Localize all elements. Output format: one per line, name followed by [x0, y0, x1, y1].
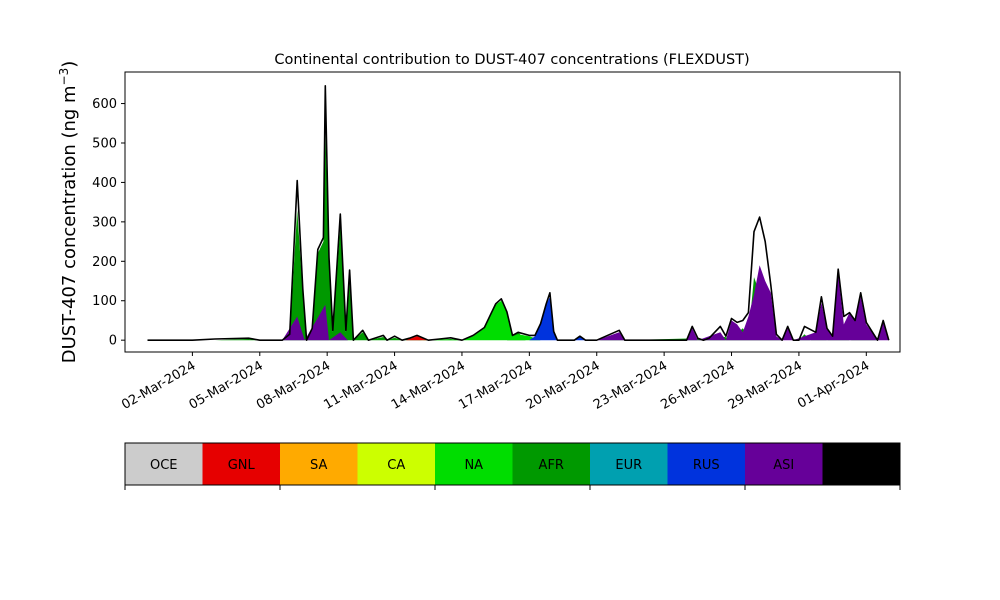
total-concentration-line	[147, 85, 890, 341]
legend-label-na: NA	[464, 458, 483, 473]
plot-area	[124, 71, 901, 353]
x-tick-label: 17-Mar-2024	[456, 358, 535, 412]
x-tick-label: 05-Mar-2024	[187, 358, 266, 412]
legend-label-eur: EUR	[615, 458, 642, 473]
legend-swatch-sa	[280, 443, 358, 485]
y-axis-label-exponent: −3	[57, 68, 71, 86]
x-tick-label: 14-Mar-2024	[389, 358, 468, 412]
legend-label-sa: SA	[310, 458, 327, 473]
area-series-rus	[529, 296, 586, 341]
y-tick-label: 0	[109, 334, 117, 349]
legend-label-aus: AUS	[848, 458, 875, 473]
x-tick-label: 02-Mar-2024	[119, 358, 198, 412]
legend-swatch-eur	[590, 443, 668, 485]
legend-label-ca: CA	[387, 458, 405, 473]
legend-label-afr: AFR	[539, 458, 564, 473]
colorbar-frame	[124, 442, 901, 486]
y-tick-label: 200	[92, 255, 117, 270]
area-series-na	[417, 300, 541, 341]
legend-swatch-ca	[357, 443, 436, 485]
y-tick-label: 500	[92, 136, 117, 151]
x-tick-label: 01-Apr-2024	[795, 358, 872, 411]
x-tick-label: 11-Mar-2024	[321, 358, 400, 412]
legend-label-asi: ASI	[773, 458, 794, 473]
area-series-gnl	[405, 336, 429, 341]
y-axis-label: DUST-407 concentration (ng m−3)	[57, 61, 80, 364]
legend-swatch-afr	[512, 443, 591, 485]
y-tick-label: 400	[92, 176, 117, 191]
x-tick-label: 29-Mar-2024	[726, 358, 805, 412]
legend-swatch-oce	[125, 443, 203, 485]
legend-swatch-na	[435, 443, 513, 485]
y-tick-label: 600	[92, 97, 117, 112]
x-tick-label: 26-Mar-2024	[658, 358, 737, 412]
legend-swatch-gnl	[202, 443, 281, 485]
y-tick-label: 100	[92, 294, 117, 309]
legend-label-rus: RUS	[693, 458, 720, 473]
legend-swatch-aus	[822, 443, 901, 485]
legend-swatch-rus	[667, 443, 746, 485]
legend-label-gnl: GNL	[228, 458, 256, 473]
chart-title: Continental contribution to DUST-407 con…	[274, 52, 749, 68]
x-tick-label: 20-Mar-2024	[524, 358, 603, 412]
x-tick-label: 23-Mar-2024	[591, 358, 670, 412]
legend-label-oce: OCE	[150, 458, 178, 473]
y-axis: 0 100 200 300 400 500 600	[92, 97, 125, 349]
plot-frame	[124, 71, 901, 353]
y-tick-label: 300	[92, 215, 117, 230]
x-axis: 02-Mar-202405-Mar-202408-Mar-202411-Mar-…	[119, 352, 872, 413]
legend-swatch-asi	[745, 443, 823, 485]
colorbar-legend: OCE GNL SA CA NA AFR EUR RUS ASI AUS	[124, 442, 901, 490]
area-series-asi	[282, 265, 889, 341]
y-axis-label-close: )	[59, 61, 80, 68]
x-tick-label: 08-Mar-2024	[254, 358, 333, 412]
y-axis-label-main: DUST-407 concentration (ng m	[59, 85, 80, 363]
